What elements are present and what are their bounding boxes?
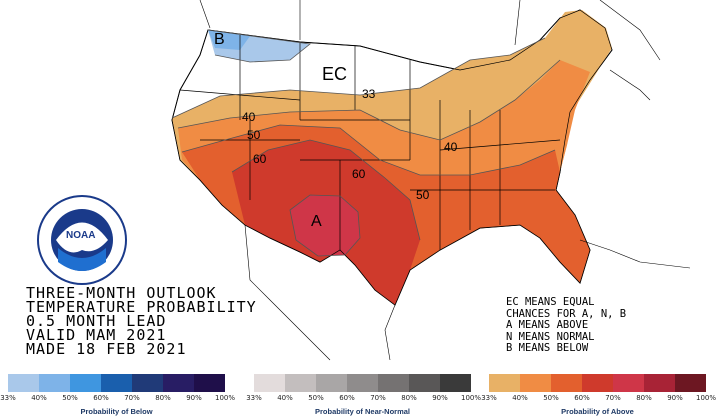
legend-tick-label: 60% [574,394,590,402]
legend-swatch [163,374,194,392]
legend-tick-label: 90% [186,394,202,402]
legend-swatch [132,374,163,392]
legend-tick-label: 90% [667,394,683,402]
legend-tick-label: 40% [512,394,528,402]
contour-label-50-west: 50 [247,128,261,142]
legend-swatch [316,374,347,392]
contour-label-60-west: 60 [253,152,267,166]
key-line: EC MEANS EQUAL [506,296,595,308]
legend-tick-label: 70% [370,394,386,402]
legend-tick-label: 50% [62,394,78,402]
legend-tick-label: 33% [246,394,262,402]
legend-above-caption: Probability of Above [561,407,634,416]
legend-swatch [675,374,706,392]
below-40-50-region [208,30,250,50]
legend-swatch [285,374,316,392]
legend-swatch [440,374,471,392]
legend-tick-label: 80% [155,394,171,402]
category-key: EC MEANS EQUAL CHANCES FOR A, N, B A MEA… [506,296,627,355]
legend-above: 33% 40% 50% 60% 70% 80% 90% 100% Probability of… [481,374,716,416]
legend-swatch [409,374,440,392]
contour-label-40-east: 40 [444,140,458,154]
legend-swatch [347,374,378,392]
legend-tick-label: 70% [605,394,621,402]
legend-above-swatches [489,374,706,392]
legend-tick-label: 90% [432,394,448,402]
legend-tick-label: 100% [695,394,717,402]
legend-swatch [39,374,70,392]
label-below: B [214,31,225,48]
legend-tick-label: 33% [0,394,16,402]
legend-swatch [582,374,613,392]
label-above: A [311,213,322,230]
legend-tick-label: 40% [31,394,47,402]
title-line: VALID MAM 2021 [26,326,167,344]
legend-swatch [101,374,132,392]
legend-swatch [194,374,225,392]
contour-label-33: 33 [362,87,376,101]
legend-tick-label: 33% [481,394,497,402]
legend-swatch [70,374,101,392]
legend-near-normal-caption: Probability of Near-Normal [314,407,411,416]
legend-near-normal-swatches [254,374,471,392]
contour-label-60-central: 60 [352,167,366,181]
legend-tick-label: 100% [214,394,236,402]
legend-swatch [520,374,551,392]
state-borders [171,9,613,306]
legend-near-normal: 33% 40% 50% 60% 70% 80% 90% 100% Probability of… [246,374,481,416]
legend-below-ticks: 33% 40% 50% 60% 70% 80% 90% 100% [0,394,235,404]
legend-near-normal-ticks: 33% 40% 50% 60% 70% 80% 90% 100% [246,394,481,404]
legend-below-caption: Probability of Below [80,407,153,416]
legend-below-swatches [8,374,225,392]
key-line: CHANCES FOR A, N, B [506,307,627,320]
title-line: MADE 18 FEB 2021 [26,340,187,358]
legend-above-ticks: 33% 40% 50% 60% 70% 80% 90% 100% [481,394,716,404]
outlook-map: B EC A 33 40 50 60 60 50 40 NOAA [37,0,691,361]
contour-label-40-west: 40 [242,110,256,124]
legend-tick-label: 60% [339,394,355,402]
legend-swatch [378,374,409,392]
logo-text: NOAA [66,230,95,241]
label-ec: EC [322,64,347,84]
legend-tick-label: 50% [543,394,559,402]
legend-swatch [613,374,644,392]
noaa-logo: NOAA [37,195,127,285]
title-line: THREE-MONTH OUTLOOK [26,284,217,302]
legend-swatch [8,374,39,392]
legend-tick-label: 70% [124,394,140,402]
legend-tick-label: 40% [277,394,293,402]
title-line: 0.5 MONTH LEAD [26,312,167,330]
legend-swatch [489,374,520,392]
key-line: B MEANS BELOW [506,342,589,354]
legend-swatch [254,374,285,392]
contour-label-50-east: 50 [416,188,430,202]
legend-tick-label: 80% [636,394,652,402]
key-line: N MEANS NORMAL [506,330,595,343]
legend-tick-label: 100% [460,394,482,402]
above-70-80-region [290,195,360,256]
title-line: TEMPERATURE PROBABILITY [26,298,257,316]
legend-tick-label: 60% [93,394,109,402]
legend-swatch [551,374,582,392]
legend-swatch [644,374,675,392]
probability-contours [171,29,561,257]
legend-tick-label: 50% [308,394,324,402]
outlook-title-block: THREE-MONTH OUTLOOK TEMPERATURE PROBABIL… [26,284,257,358]
neighbor-coastlines [199,0,691,361]
key-line: A MEANS ABOVE [506,319,589,331]
legend-tick-label: 80% [401,394,417,402]
legend-below: 33% 40% 50% 60% 70% 80% 90% 100% Probability of… [0,374,235,416]
